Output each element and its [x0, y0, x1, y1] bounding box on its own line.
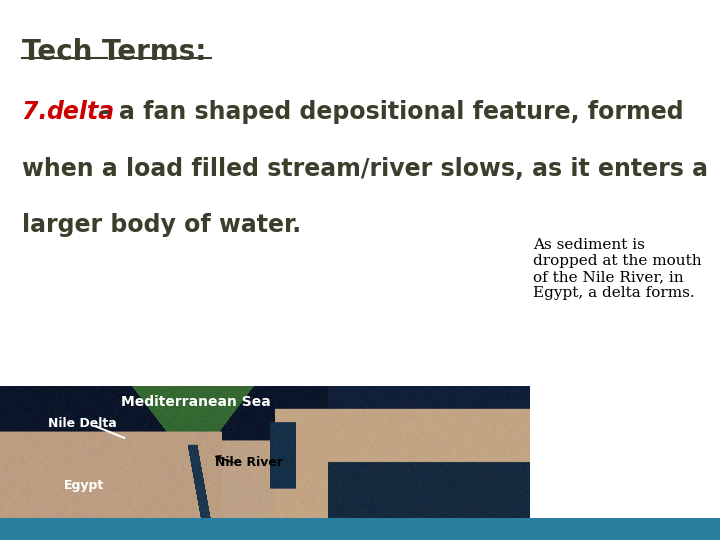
Text: Nile Delta: Nile Delta: [48, 417, 117, 430]
Text: larger body of water.: larger body of water.: [22, 213, 301, 237]
Text: delta: delta: [46, 100, 114, 124]
Text: when a load filled stream/river slows, as it enters a: when a load filled stream/river slows, a…: [22, 157, 708, 180]
Text: Nile River: Nile River: [215, 456, 283, 469]
Text: – a fan shaped depositional feature, formed: – a fan shaped depositional feature, for…: [99, 100, 683, 124]
Text: Tech Terms:: Tech Terms:: [22, 38, 206, 66]
Text: Mediterranean Sea: Mediterranean Sea: [121, 395, 271, 409]
Text: As sediment is
dropped at the mouth
of the Nile River, in
Egypt, a delta forms.: As sediment is dropped at the mouth of t…: [533, 238, 701, 300]
Bar: [0, 518, 720, 540]
Text: 7.: 7.: [22, 100, 55, 124]
Text: Egypt: Egypt: [63, 479, 104, 492]
